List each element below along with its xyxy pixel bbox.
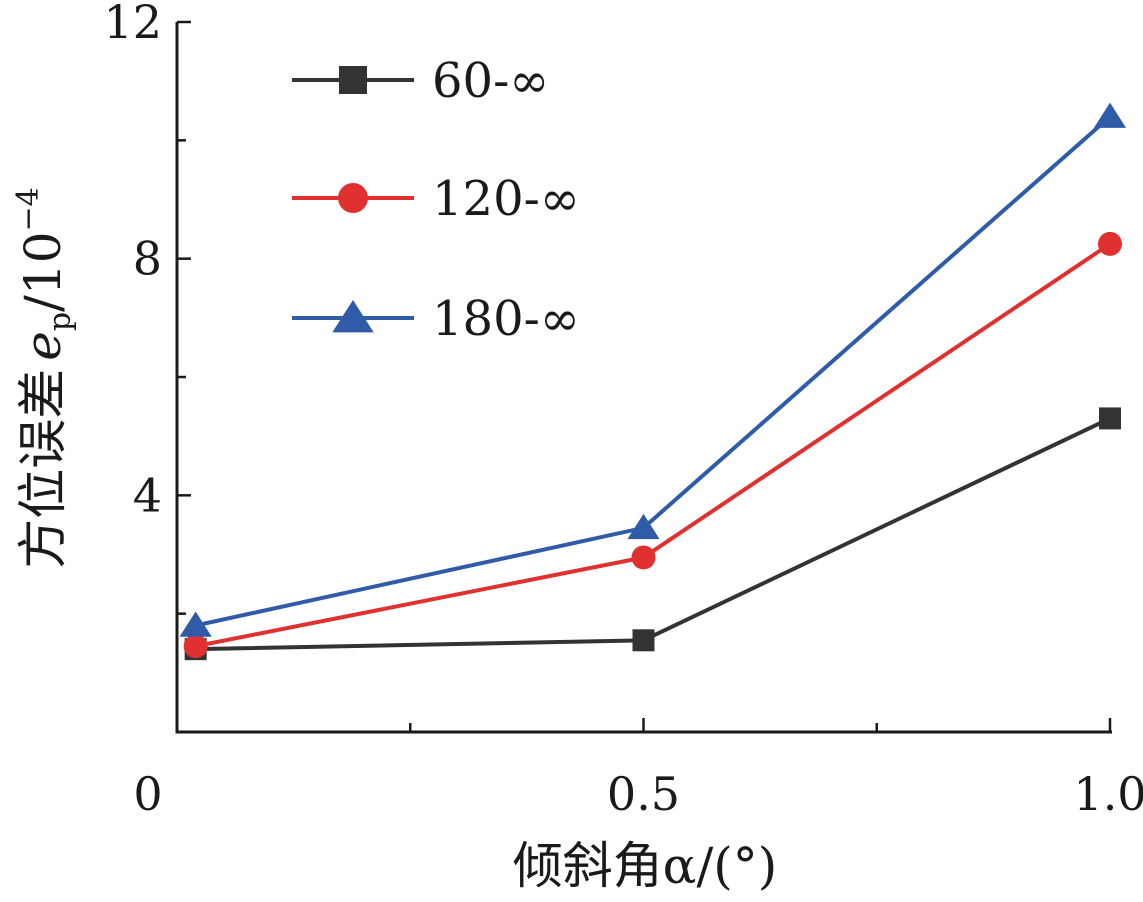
tick-labels: 4 8 12 0 0.5 1.0 [103,0,1143,821]
x-tick-label: 0 [133,767,162,821]
legend-item: 60-∞ [292,53,549,109]
data-point [627,513,660,540]
legend-item: 180-∞ [292,291,580,347]
x-tick-label: 1.0 [1073,767,1143,821]
legend-marker [338,183,368,213]
legend-label: 60-∞ [432,53,549,109]
legend-item: 120-∞ [292,171,580,227]
data-point [631,545,656,570]
y-axis-title-exponent: −4 [11,187,46,231]
ticks [177,20,1112,732]
data-point [183,634,208,659]
legend-marker [339,66,367,94]
legend-label: 120-∞ [432,171,580,227]
x-tick-label: 0.5 [607,767,680,821]
y-axis-title-variable: e [14,331,72,361]
legend-label: 180-∞ [432,291,580,347]
legend: 60-∞ 120-∞ 180-∞ [292,53,580,347]
x-axis-title: 倾斜角α/(°) [513,837,778,895]
data-point [1098,231,1122,256]
series-line [195,242,1112,649]
y-tick-label: 12 [103,0,162,49]
axes [175,22,1112,734]
y-axis-title: 方位误差 ep/10−4 [11,187,78,569]
y-axis-title-subscript: p [43,312,78,331]
y-axis-title-unit: /10 [14,231,72,311]
y-axis-title-prefix: 方位误差 [14,369,72,569]
series-triangle [179,102,1127,637]
series-layer [179,102,1127,661]
y-tick-label: 8 [133,232,162,286]
y-tick-label: 4 [133,468,162,522]
data-point [1099,407,1121,430]
data-point [1093,102,1127,128]
data-point [179,611,212,637]
legend-marker [332,300,374,333]
series-circle [183,231,1122,659]
data-point [632,629,655,652]
